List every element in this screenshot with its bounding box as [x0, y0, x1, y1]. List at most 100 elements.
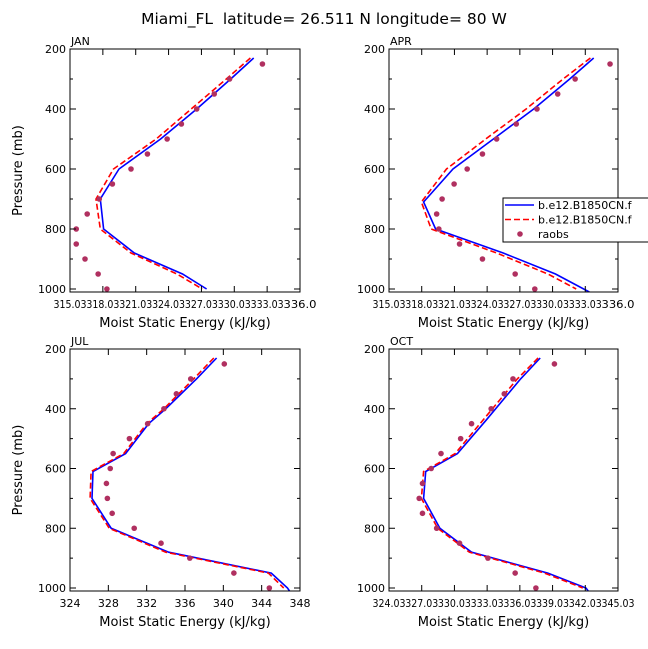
plot-frame [388, 48, 619, 293]
x-tick-label: 336.0 [602, 299, 635, 311]
raobs-point [173, 391, 180, 397]
plot-frame [388, 348, 619, 592]
y-tick-label: 200 [45, 43, 66, 56]
raobs-point [73, 241, 80, 247]
x-tick-label: 336.03 [503, 598, 536, 610]
raobs-point [104, 286, 110, 292]
raobs-point [436, 226, 442, 232]
x-tick-label: 333.03 [251, 299, 284, 311]
panel-title: OCT [390, 335, 413, 348]
y-tick-label: 600 [45, 463, 66, 476]
raobs-point [438, 450, 444, 457]
x-tick-label: 315.03 [373, 299, 406, 311]
raobs-point [457, 435, 464, 442]
x-tick-label: 318.03 [405, 299, 438, 311]
x-tick-label: 344 [251, 597, 272, 610]
y-tick-label: 400 [364, 403, 385, 416]
raobs-point [512, 570, 518, 576]
y-tick-label: 1000 [357, 582, 385, 595]
legend-label: raobs [538, 228, 569, 241]
raobs-point [95, 271, 101, 277]
raobs-point [531, 286, 538, 292]
x-tick-label: 330.03 [536, 299, 569, 311]
raobs-point [433, 211, 440, 217]
raobs-point [161, 405, 167, 412]
raobs-point [193, 106, 200, 112]
x-tick-label: 342.03 [569, 598, 602, 610]
x-tick-label: 345.03 [602, 598, 635, 610]
raobs-point [554, 91, 561, 97]
raobs-point [572, 76, 578, 82]
x-tick-label: 348 [290, 597, 311, 610]
raobs-point [211, 91, 218, 97]
x-tick-label: 330.03 [218, 299, 251, 311]
x-axis-label: Moist Static Energy (kJ/kg) [99, 615, 270, 630]
raobs-point [186, 555, 193, 561]
y-tick-label: 1000 [38, 283, 66, 296]
plot-frame [69, 348, 301, 592]
raobs-point [158, 540, 164, 546]
raobs-point [131, 525, 138, 532]
raobs-point [456, 540, 463, 546]
plot-area [73, 57, 266, 292]
x-tick-label: 321.03 [119, 299, 152, 311]
plot-area [420, 57, 613, 292]
x-tick-label: 330.03 [438, 598, 471, 610]
y-tick-label: 800 [45, 223, 66, 236]
model-line-solid [99, 57, 255, 290]
raobs-point [488, 405, 494, 412]
raobs-point [144, 420, 151, 427]
raobs-point [493, 136, 500, 142]
raobs-point [221, 361, 228, 367]
raobs-point [226, 76, 233, 82]
x-tick-label: 324 [60, 597, 81, 610]
figure-title: Miami_FL latitude= 26.511 N longitude= 8… [141, 10, 507, 29]
model-line-solid [91, 357, 291, 591]
x-axis-label: Moist Static Energy (kJ/kg) [418, 615, 589, 630]
x-tick-label: 324.03 [471, 299, 504, 311]
raobs-point [479, 256, 486, 262]
raobs-point [534, 106, 540, 112]
raobs-point [456, 241, 463, 247]
raobs-point [144, 151, 151, 157]
chart-panel-oct: 200 400 600 800 1000 324.03 327.03 330.03 333.03… [357, 335, 635, 630]
raobs-point [84, 211, 90, 217]
model-line-dashed [95, 57, 251, 290]
y-tick-label: 400 [45, 103, 66, 116]
raobs-point [451, 181, 457, 187]
x-tick-label: 328 [98, 597, 119, 610]
raobs-point [104, 495, 111, 502]
raobs-point [416, 495, 423, 502]
raobs-point [110, 450, 116, 457]
raobs-point [96, 196, 103, 202]
plot-area [89, 357, 291, 591]
y-tick-label: 800 [364, 522, 385, 535]
raobs-point [501, 391, 508, 397]
raobs-point [551, 361, 558, 367]
x-tick-label: 336 [175, 597, 196, 610]
y-tick-label: 800 [364, 223, 385, 236]
x-tick-label: 332 [136, 597, 157, 610]
plot-area [416, 357, 589, 591]
raobs-point [510, 376, 516, 382]
raobs-point [109, 181, 116, 187]
raobs-point [485, 555, 491, 561]
y-tick-label: 400 [364, 103, 385, 116]
raobs-point [512, 271, 518, 277]
raobs-point [128, 166, 134, 172]
x-axis-label: Moist Static Energy (kJ/kg) [99, 316, 270, 331]
x-tick-label: 324.03 [373, 598, 406, 610]
raobs-point [533, 585, 539, 591]
plot-frame [69, 48, 301, 293]
model-line-dashed [420, 57, 591, 290]
model-line-dashed [89, 357, 285, 589]
raobs-point [428, 465, 435, 472]
panel-title: APR [390, 35, 412, 48]
y-tick-label: 400 [45, 403, 66, 416]
raobs-point [513, 121, 520, 127]
x-tick-label: 318.03 [86, 299, 119, 311]
y-tick-label: 200 [364, 343, 385, 356]
panel-title: JAN [70, 35, 90, 48]
raobs-point [231, 570, 237, 576]
